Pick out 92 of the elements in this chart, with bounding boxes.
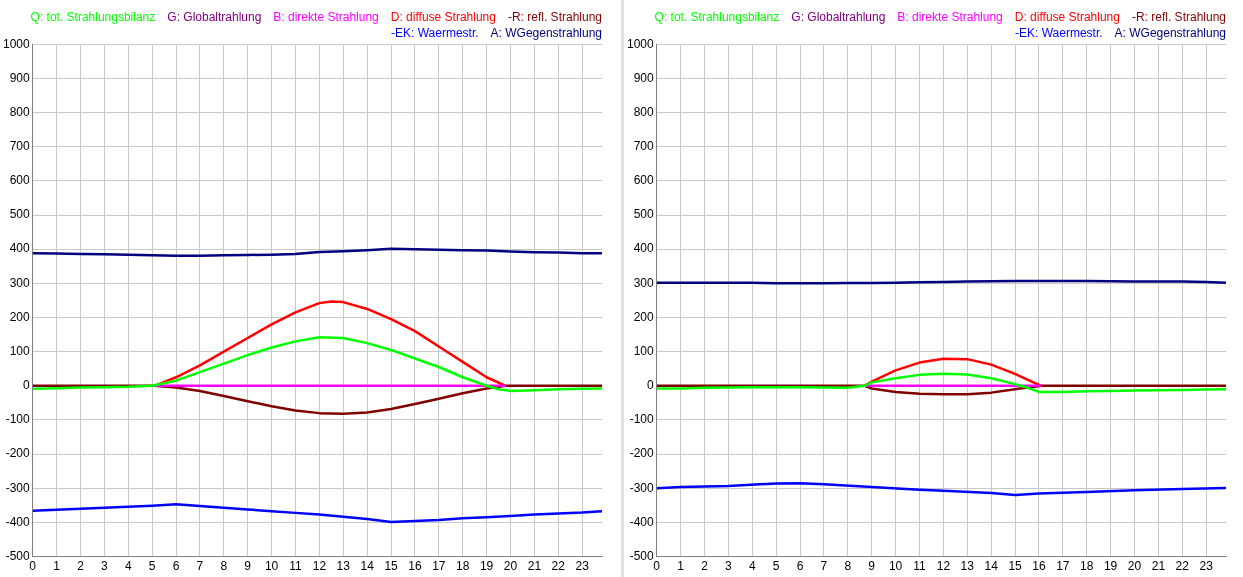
text: B: direkte Strahlung [897,10,1003,24]
x-tick-label: 1 [53,559,61,574]
x-tick-label: 18 [456,559,470,574]
text: Q: tot. Strahlungsbilanz [654,10,780,24]
y-tick-label: -500 [629,548,655,563]
y-tick-label: 300 [9,275,31,290]
y-tick-label: 0 [647,378,655,393]
y-tick-label: 500 [633,207,655,222]
y-tick-label: 600 [633,173,655,188]
y-tick-label: -200 [5,446,31,461]
x-tick-label: 12 [936,559,951,574]
x-tick-label: 17 [1056,559,1070,574]
x-tick-label: 17 [432,559,446,574]
y-tick-label: -100 [629,412,655,427]
text: -R: refl. Strahlung [507,10,602,24]
x-tick-label: 23 [575,559,590,574]
x-tick-label: 10 [888,559,903,574]
x-tick-label: 5 [148,559,156,574]
text: -EK: Waermestr. [391,26,479,40]
y-tick-label: 100 [633,343,655,358]
y-tick-label: 100 [9,343,31,358]
legend-label: G: Globaltrahlung [791,10,886,24]
y-tick-label: 300 [633,275,655,290]
x-tick-label: 11 [913,559,927,574]
y-tick-label: 200 [633,309,655,324]
x-tick-label: 13 [960,559,975,574]
x-tick-label: 12 [312,559,327,574]
text: D: diffuse Strahlung [1014,10,1120,24]
x-tick-label: 14 [360,559,375,574]
x-tick-label: 3 [725,559,733,574]
x-tick-label: 13 [336,559,351,574]
x-tick-label: 7 [820,559,828,574]
text: A: WGegenstrahlung [490,26,602,40]
y-tick-label: -500 [5,548,31,563]
x-tick-label: 15 [384,559,399,574]
y-tick-label: -400 [5,514,31,529]
x-tick-label: 9 [244,559,252,574]
x-tick-label: 5 [772,559,780,574]
x-tick-label: 19 [479,559,494,574]
y-tick-label: 200 [9,309,31,324]
x-tick-label: 6 [796,559,804,574]
x-tick-label: 21 [527,559,542,574]
text: D: diffuse Strahlung [390,10,496,24]
x-tick-label: 11 [289,559,303,574]
legend-label: G: Globaltrahlung [167,10,262,24]
y-tick-label: 800 [9,104,31,119]
x-tick-label: 2 [77,559,85,574]
x-tick-label: 23 [1199,559,1214,574]
y-tick-label: 400 [633,241,655,256]
x-tick-label: 4 [748,559,756,574]
text: B: direkte Strahlung [273,10,379,24]
y-tick-label: 700 [633,138,655,153]
y-tick-label: 400 [9,241,31,256]
x-tick-label: 22 [551,559,566,574]
y-tick-label: 600 [9,173,31,188]
x-tick-label: 9 [868,559,876,574]
text: -EK: Waermestr. [1015,26,1103,40]
x-tick-label: 1 [677,559,685,574]
y-tick-label: -300 [5,480,31,495]
x-tick-label: 6 [172,559,180,574]
y-tick-label: -100 [5,412,31,427]
x-tick-label: 20 [1127,559,1142,574]
y-tick-label: -200 [629,446,655,461]
y-tick-label: 0 [23,378,31,393]
text: -R: refl. Strahlung [1131,10,1226,24]
x-tick-label: 2 [701,559,709,574]
x-tick-label: 8 [844,559,852,574]
y-tick-label: 700 [9,138,31,153]
y-tick-label: 900 [9,70,31,85]
x-tick-label: 15 [1008,559,1023,574]
y-tick-label: -400 [629,514,655,529]
x-tick-label: 4 [124,559,132,574]
x-tick-label: 18 [1080,559,1094,574]
x-tick-label: 19 [1103,559,1118,574]
y-tick-label: 500 [9,207,31,222]
x-tick-label: 10 [264,559,279,574]
text: A: WGegenstrahlung [1114,26,1226,40]
x-tick-label: 14 [984,559,999,574]
x-tick-label: 20 [503,559,518,574]
y-tick-label: 800 [633,104,655,119]
x-tick-label: 22 [1175,559,1190,574]
x-tick-label: 8 [220,559,228,574]
y-tick-label: -300 [629,480,655,495]
x-tick-label: 7 [196,559,204,574]
text: Q: tot. Strahlungsbilanz [30,10,156,24]
x-tick-label: 21 [1151,559,1166,574]
y-tick-label: 900 [633,70,655,85]
y-tick-label: 1000 [2,36,31,51]
x-tick-label: 3 [101,559,109,574]
x-tick-label: 16 [408,559,422,574]
x-tick-label: 16 [1032,559,1046,574]
y-tick-label: 1000 [626,36,655,51]
